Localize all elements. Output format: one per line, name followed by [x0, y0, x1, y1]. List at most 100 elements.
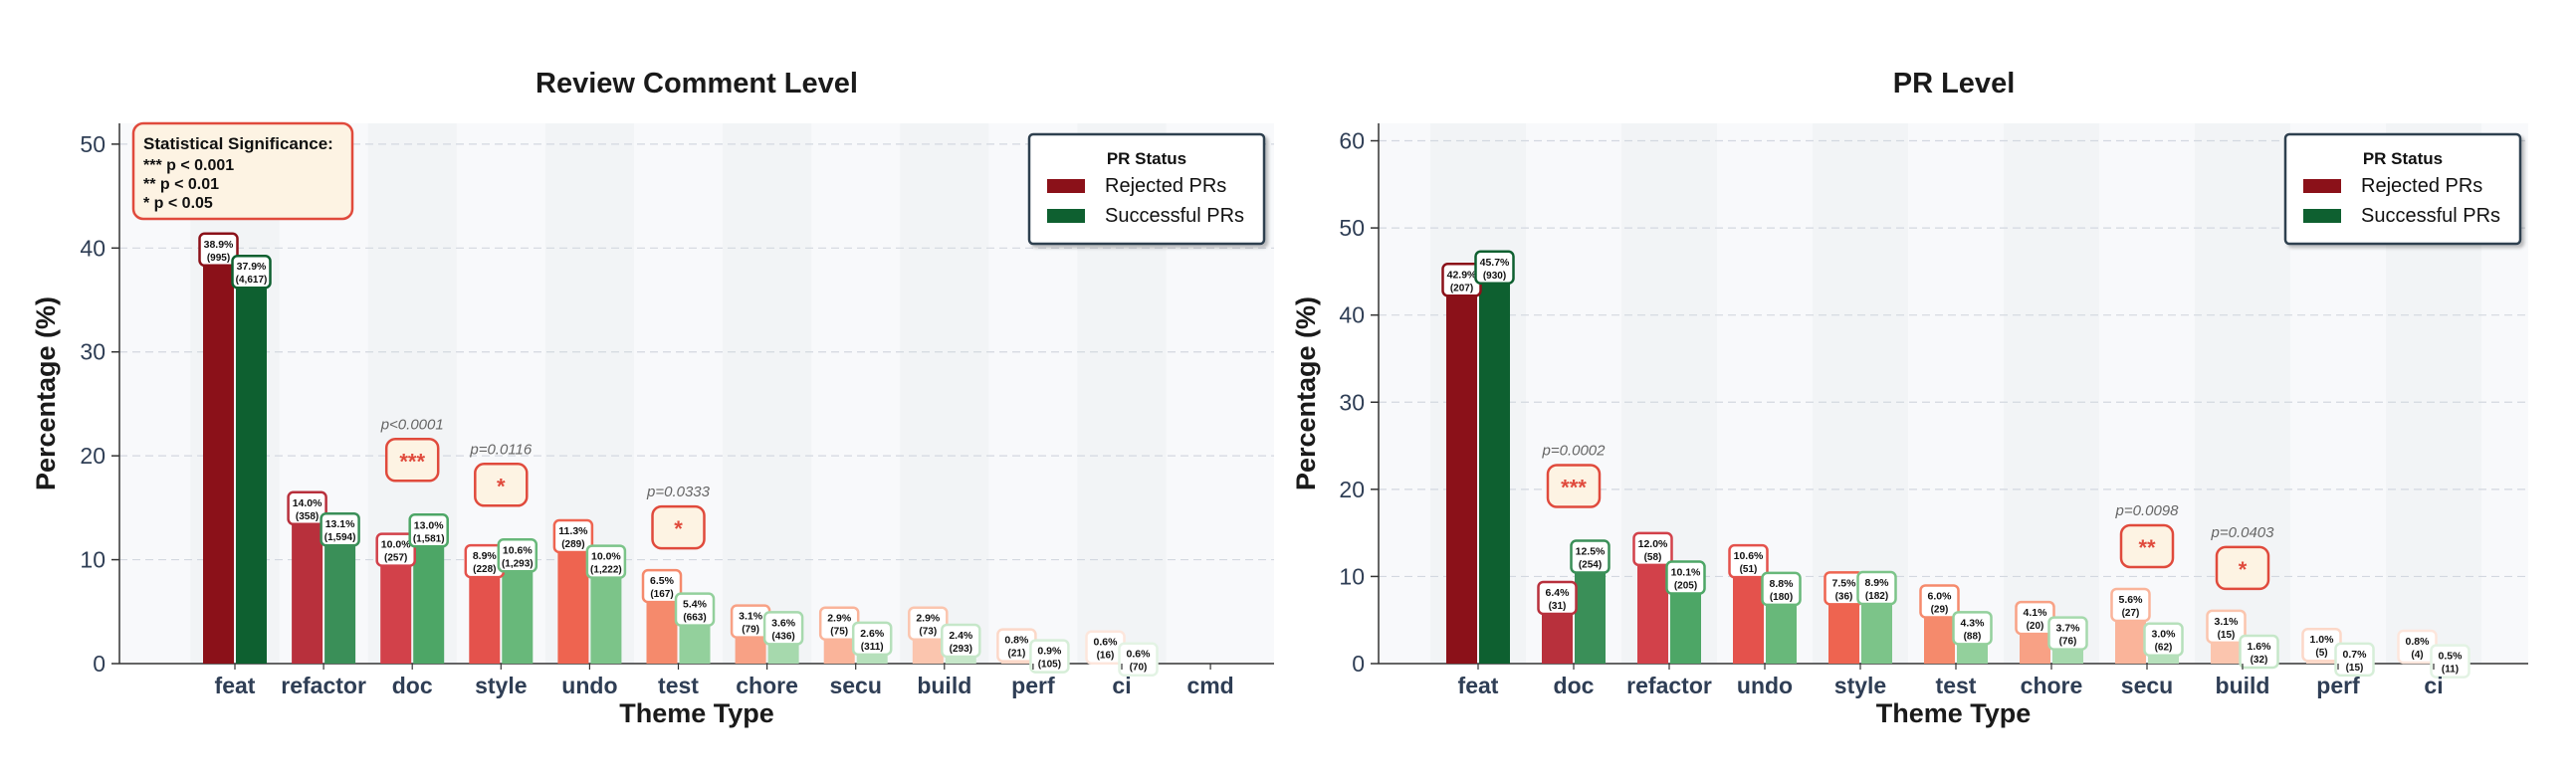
chart-title: PR Level — [1893, 68, 2016, 99]
bar-rejected-style — [1828, 598, 1859, 664]
data-label-rejected-feat: 38.9% — [204, 239, 234, 251]
x-tick-label-undo: undo — [1737, 673, 1793, 698]
data-label-successful-secu: 2.6% — [860, 628, 885, 640]
x-tick-label-style: style — [1834, 673, 1886, 698]
y-tick-label: 20 — [1339, 477, 1365, 502]
data-label-rejected-doc-count: (257) — [384, 553, 407, 564]
bar-rejected-doc — [380, 559, 412, 664]
data-label-successful-doc-count: (1,581) — [413, 533, 445, 544]
x-tick-label-chore: chore — [2021, 673, 2083, 698]
legend-swatch-successful — [2303, 209, 2341, 223]
data-label-rejected-chore-count: (79) — [742, 625, 759, 636]
data-label-successful-feat-count: (4,617) — [236, 275, 268, 286]
data-label-rejected-secu-count: (27) — [2122, 608, 2140, 619]
data-label-rejected-test-box — [1919, 584, 1960, 619]
legend: PR Status Rejected PRs Successful PRs — [2283, 132, 2522, 246]
legend-box — [2283, 132, 2522, 246]
data-label-rejected-chore: 4.1% — [2024, 607, 2048, 619]
data-label-successful-refactor: 10.1% — [1671, 567, 1701, 579]
data-label-successful-test: 4.3% — [1961, 617, 1986, 629]
data-label-successful-ci-count: (70) — [1130, 663, 1148, 674]
data-label-rejected-style: 8.9% — [473, 550, 498, 562]
x-tick-label-ci: ci — [1112, 673, 1131, 698]
data-label-successful-style: 10.6% — [503, 544, 533, 556]
data-label-successful-test-box — [674, 592, 716, 627]
data-label-successful-refactor-count: (205) — [1674, 581, 1697, 592]
bar-successful-feat — [236, 270, 267, 664]
bar-rejected-test — [646, 596, 678, 664]
legend-swatch-successful — [1047, 209, 1085, 223]
data-label-successful-doc-box — [408, 513, 449, 548]
data-label-rejected-feat-count: (995) — [207, 253, 230, 264]
bar-successful-refactor — [324, 527, 356, 664]
data-label-successful-doc: 13.0% — [414, 519, 444, 531]
legend-label-rejected: Rejected PRs — [1105, 175, 1226, 197]
category-band — [723, 123, 812, 664]
bar-rejected-undo — [557, 546, 589, 664]
data-label-successful-chore-box — [762, 611, 804, 646]
x-tick-label-refactor: refactor — [1626, 673, 1712, 698]
x-tick-label-doc: doc — [1554, 673, 1595, 698]
data-label-rejected-style-count: (228) — [473, 564, 496, 575]
data-label-successful-refactor: 13.1% — [325, 518, 355, 530]
bar-rejected-test — [1924, 611, 1955, 664]
x-tick-label-secu: secu — [2121, 673, 2173, 698]
data-label-successful-chore: 3.6% — [771, 617, 796, 629]
data-label-rejected-ci: 0.6% — [1094, 637, 1119, 649]
significance-stars-doc: *** — [399, 449, 425, 474]
data-label-successful-chore-count: (436) — [771, 631, 794, 642]
data-label-rejected-test-count: (29) — [1931, 604, 1949, 615]
bar-rejected-refactor — [292, 517, 323, 664]
data-label-successful-doc: 12.5% — [1576, 546, 1606, 558]
data-label-successful-feat: 45.7% — [1480, 257, 1510, 269]
y-tick-label: 0 — [1352, 651, 1365, 677]
data-label-rejected-secu: 5.6% — [2119, 594, 2144, 606]
significance-legend-line: ** p < 0.01 — [143, 176, 219, 193]
category-band — [2004, 123, 2099, 664]
data-label-successful-chore-count: (76) — [2059, 637, 2077, 648]
y-tick-label: 10 — [80, 547, 106, 573]
data-label-successful-secu-count: (62) — [2155, 643, 2173, 654]
data-label-successful-style: 8.9% — [1865, 577, 1890, 589]
data-label-successful-build-box — [2239, 634, 2279, 670]
data-label-successful-ci: 0.5% — [2439, 651, 2464, 663]
data-label-rejected-ci-count: (4) — [2411, 650, 2423, 661]
data-label-successful-undo: 8.8% — [1770, 578, 1795, 590]
data-label-rejected-feat-count: (207) — [1450, 283, 1473, 293]
x-tick-label-secu: secu — [829, 673, 881, 698]
data-label-successful-doc-box — [1570, 539, 1610, 574]
x-tick-label-doc: doc — [392, 673, 433, 698]
bar-rejected-feat — [203, 259, 234, 664]
p-value-build: p=0.0403 — [2211, 524, 2275, 541]
data-label-rejected-perf-count: (21) — [1008, 649, 1026, 660]
data-label-rejected-test: 6.5% — [650, 575, 675, 587]
y-tick-label: 40 — [80, 235, 106, 261]
data-label-successful-refactor-box — [1665, 560, 1706, 595]
data-label-rejected-secu: 2.9% — [827, 613, 852, 625]
p-value-doc: p=0.0002 — [1542, 443, 1607, 460]
data-label-rejected-refactor-count: (358) — [296, 511, 319, 522]
significance-legend-title: Statistical Significance: — [143, 134, 333, 153]
data-label-rejected-undo-count: (51) — [1740, 564, 1758, 575]
data-label-successful-build: 2.4% — [949, 630, 973, 642]
data-label-rejected-style: 7.5% — [1832, 577, 1857, 589]
data-label-successful-undo: 10.0% — [591, 551, 621, 563]
data-label-rejected-build-box — [2206, 609, 2247, 645]
data-label-successful-perf: 0.9% — [1037, 646, 1062, 658]
data-label-successful-feat-count: (930) — [1483, 271, 1506, 282]
data-label-rejected-chore: 3.1% — [739, 611, 763, 623]
data-label-rejected-undo-box — [552, 518, 594, 554]
x-tick-label-perf: perf — [1011, 673, 1055, 698]
data-label-successful-perf-count: (15) — [2346, 663, 2364, 674]
data-label-successful-perf-box — [2334, 642, 2375, 678]
data-label-successful-build: 1.6% — [2248, 641, 2272, 653]
x-axis-label: Theme Type — [619, 698, 774, 728]
x-tick-label-feat: feat — [215, 673, 256, 698]
data-label-rejected-undo-box — [1728, 543, 1769, 579]
data-label-rejected-build-count: (73) — [919, 627, 937, 638]
data-label-successful-undo-box — [585, 544, 627, 579]
data-label-successful-test-count: (88) — [1964, 631, 1982, 642]
significance-stars-test: * — [674, 516, 683, 541]
legend-title: PR Status — [2363, 149, 2443, 168]
